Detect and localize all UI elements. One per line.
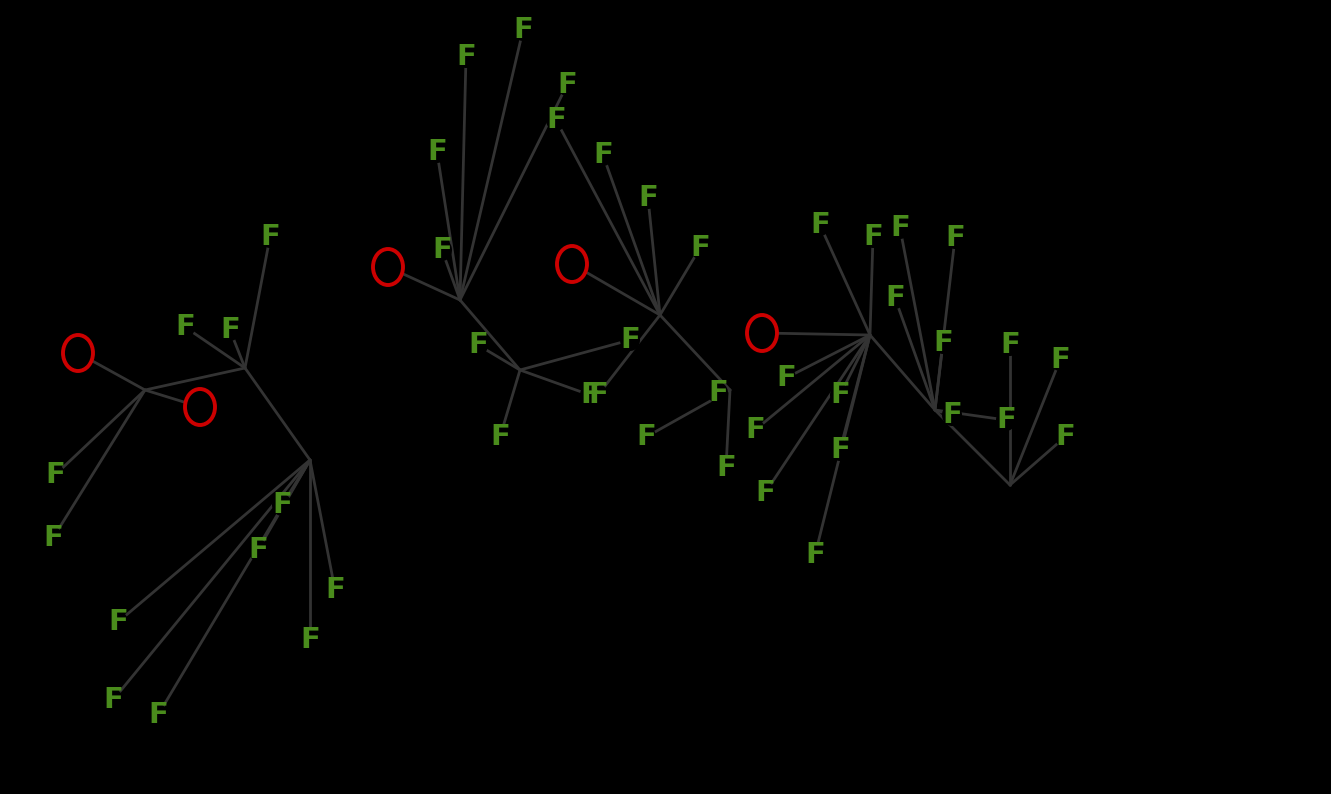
Ellipse shape — [102, 689, 122, 711]
Text: F: F — [1050, 346, 1070, 374]
Ellipse shape — [108, 611, 128, 633]
Ellipse shape — [831, 384, 851, 406]
Ellipse shape — [942, 404, 962, 426]
Text: F: F — [942, 401, 962, 429]
Ellipse shape — [272, 494, 291, 516]
Text: F: F — [1055, 423, 1075, 451]
Text: F: F — [776, 364, 796, 392]
Ellipse shape — [248, 539, 268, 561]
Text: F: F — [108, 608, 128, 636]
Text: F: F — [558, 71, 576, 99]
Ellipse shape — [174, 316, 196, 338]
Text: F: F — [945, 224, 965, 252]
Text: F: F — [580, 381, 600, 409]
Ellipse shape — [148, 704, 168, 726]
Ellipse shape — [260, 226, 280, 248]
Ellipse shape — [185, 389, 216, 425]
Text: F: F — [996, 406, 1016, 434]
Ellipse shape — [556, 74, 578, 96]
Ellipse shape — [220, 319, 240, 341]
Ellipse shape — [546, 109, 566, 131]
Ellipse shape — [63, 335, 93, 371]
Text: F: F — [885, 284, 905, 312]
Ellipse shape — [636, 426, 656, 448]
Text: F: F — [260, 223, 280, 251]
Ellipse shape — [556, 246, 587, 282]
Text: F: F — [636, 423, 656, 451]
Text: F: F — [490, 423, 510, 451]
Ellipse shape — [805, 544, 825, 566]
Text: F: F — [811, 211, 831, 239]
Ellipse shape — [745, 419, 765, 441]
Text: F: F — [43, 524, 63, 552]
Text: F: F — [546, 106, 566, 134]
Ellipse shape — [811, 214, 831, 236]
Text: F: F — [1000, 331, 1020, 359]
Text: F: F — [805, 541, 825, 569]
Text: F: F — [890, 214, 910, 242]
Ellipse shape — [638, 187, 658, 209]
Ellipse shape — [890, 217, 910, 239]
Text: F: F — [427, 138, 447, 166]
Ellipse shape — [776, 367, 796, 389]
Ellipse shape — [945, 227, 965, 249]
Text: F: F — [433, 236, 453, 264]
Ellipse shape — [1055, 426, 1075, 448]
Ellipse shape — [373, 249, 403, 285]
Text: F: F — [755, 479, 775, 507]
Ellipse shape — [620, 329, 640, 351]
Ellipse shape — [433, 239, 453, 261]
Text: F: F — [831, 381, 851, 409]
Ellipse shape — [325, 579, 345, 601]
Ellipse shape — [299, 629, 319, 651]
Ellipse shape — [689, 237, 709, 259]
Ellipse shape — [862, 226, 882, 248]
Text: F: F — [594, 141, 614, 169]
Ellipse shape — [588, 384, 608, 406]
Text: F: F — [588, 381, 608, 409]
Text: F: F — [745, 416, 765, 444]
Text: F: F — [176, 313, 194, 341]
Text: F: F — [272, 491, 291, 519]
Text: F: F — [248, 536, 268, 564]
Text: F: F — [220, 316, 240, 344]
Text: F: F — [102, 686, 122, 714]
Text: F: F — [148, 701, 168, 729]
Text: F: F — [469, 331, 488, 359]
Ellipse shape — [469, 334, 488, 356]
Text: F: F — [620, 326, 640, 354]
Text: F: F — [512, 16, 532, 44]
Ellipse shape — [45, 464, 65, 486]
Ellipse shape — [594, 144, 614, 166]
Text: F: F — [45, 461, 65, 489]
Ellipse shape — [755, 482, 775, 504]
Ellipse shape — [716, 457, 736, 479]
Ellipse shape — [43, 527, 63, 549]
Text: F: F — [299, 626, 319, 654]
Text: F: F — [862, 223, 882, 251]
Text: F: F — [457, 43, 476, 71]
Ellipse shape — [933, 332, 953, 354]
Text: F: F — [325, 576, 345, 604]
Ellipse shape — [831, 439, 851, 461]
Ellipse shape — [708, 382, 728, 404]
Ellipse shape — [747, 315, 777, 351]
Ellipse shape — [885, 287, 905, 309]
Text: F: F — [689, 234, 709, 262]
Ellipse shape — [427, 141, 447, 163]
Ellipse shape — [580, 384, 600, 406]
Text: F: F — [638, 184, 658, 212]
Ellipse shape — [1050, 349, 1070, 371]
Text: F: F — [933, 329, 953, 357]
Text: F: F — [708, 379, 728, 407]
Ellipse shape — [1000, 334, 1020, 356]
Ellipse shape — [457, 46, 476, 68]
Ellipse shape — [996, 409, 1016, 431]
Text: F: F — [716, 454, 736, 482]
Ellipse shape — [512, 19, 532, 41]
Ellipse shape — [490, 426, 510, 448]
Text: F: F — [831, 436, 851, 464]
